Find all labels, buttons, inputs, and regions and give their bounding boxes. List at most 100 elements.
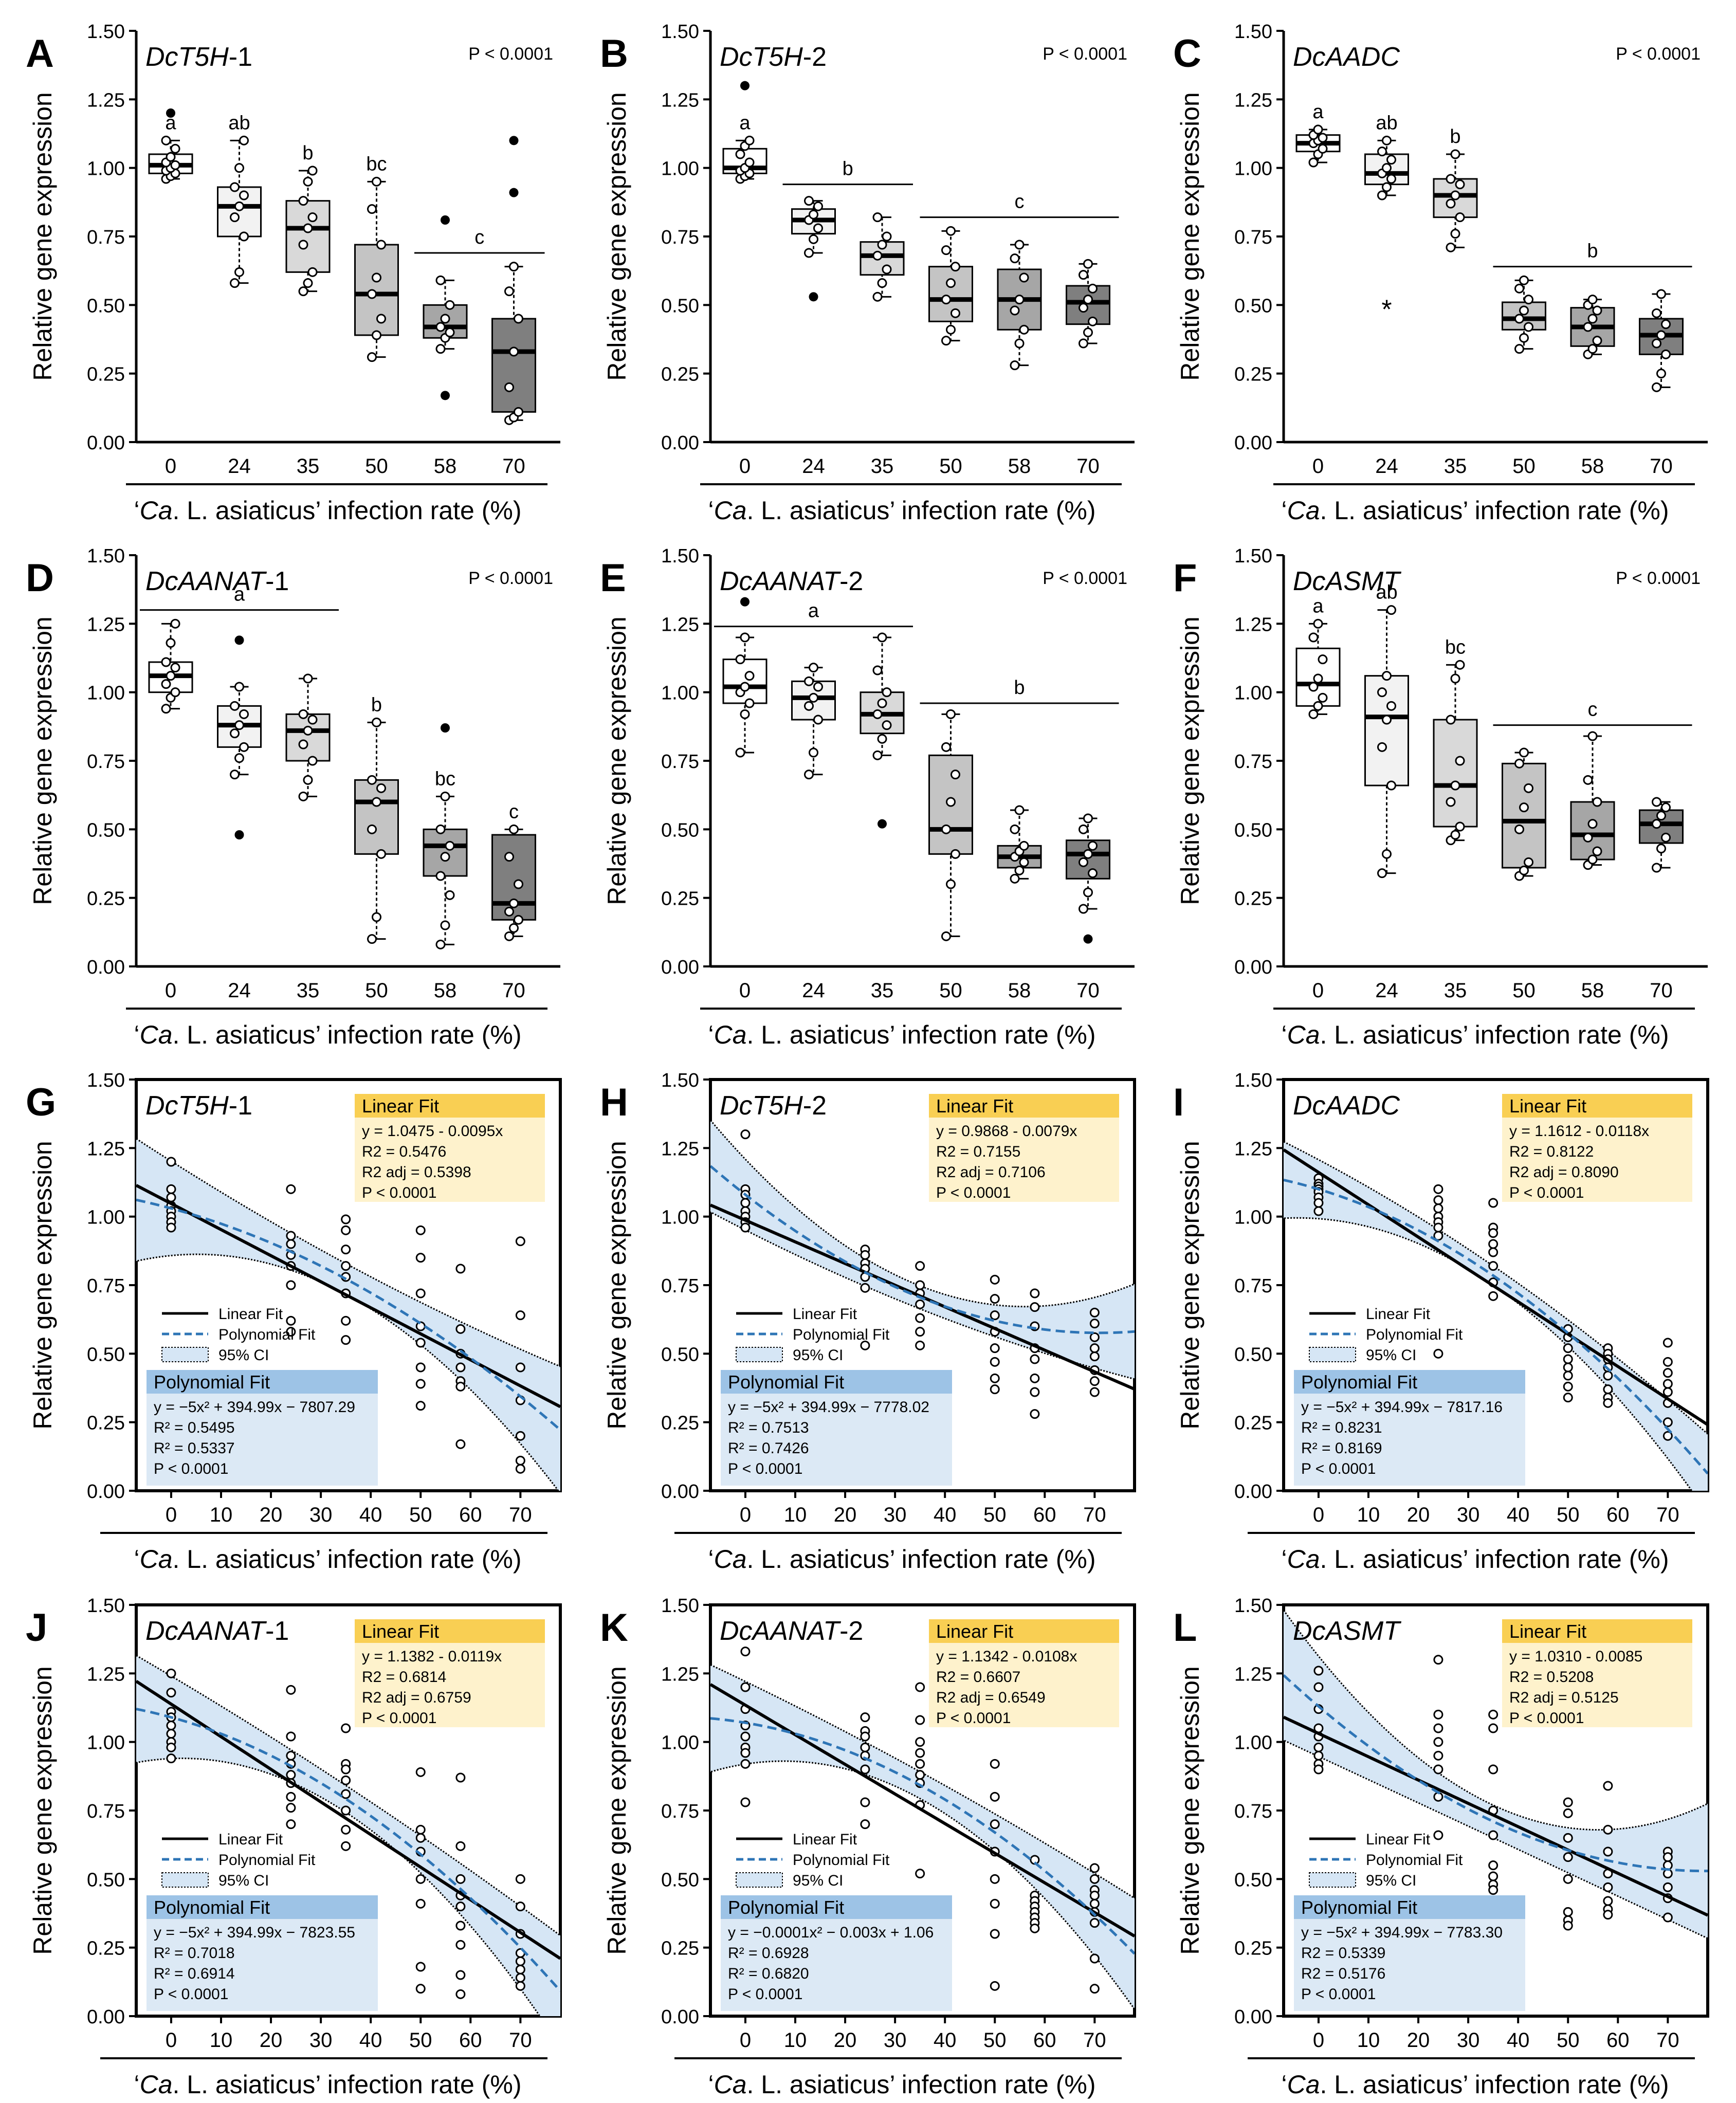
data-point <box>1446 198 1456 209</box>
data-point <box>372 272 381 283</box>
y-tick-label: 0.75 <box>661 227 699 248</box>
data-point <box>286 1231 296 1241</box>
data-point <box>286 1315 296 1326</box>
data-point <box>515 1956 525 1966</box>
y-tick-label: 0.00 <box>87 1481 125 1503</box>
data-point <box>376 314 386 324</box>
data-point <box>951 849 960 859</box>
poly-stats-box: Polynomial Fit y = −5x² + 394.99x − 7778.… <box>721 1370 952 1486</box>
box-58: bc <box>423 723 468 949</box>
data-point <box>372 797 381 807</box>
data-point <box>915 1340 925 1350</box>
box-50 <box>928 226 973 346</box>
poly-stats-box: Polynomial Fit y = −0.0001x² − 0.003x + 1… <box>721 1895 952 2011</box>
ci-band <box>1284 1610 1708 1939</box>
x-tick-label: 0 <box>166 1504 177 1526</box>
data-point <box>1455 756 1465 766</box>
y-tick-label: 1.00 <box>661 158 699 180</box>
data-point <box>744 671 755 681</box>
poly-stat-line: y = −5x² + 394.99x − 7817.16 <box>1301 1399 1503 1416</box>
data-point <box>804 196 814 206</box>
data-point <box>915 1313 925 1323</box>
x-tick-label: 30 <box>309 1504 333 1526</box>
data-point <box>1433 1709 1443 1720</box>
x-tick-label: 0 <box>739 979 751 1002</box>
data-point <box>440 314 450 324</box>
data-point <box>1587 314 1598 324</box>
data-point <box>1377 868 1387 879</box>
data-point <box>1313 1764 1324 1775</box>
data-point <box>946 278 956 288</box>
data-point <box>445 890 455 900</box>
legend-linear-label: Linear Fit <box>793 1831 857 1848</box>
poly-stat-line: R² = 0.7513 <box>728 1419 809 1436</box>
box-24 <box>217 635 262 839</box>
data-point <box>1030 1923 1040 1933</box>
data-point <box>166 1753 176 1764</box>
data-point <box>170 160 180 170</box>
plot-area <box>1284 1610 1708 1940</box>
x-tick-label: 24 <box>1375 979 1398 1002</box>
data-point <box>1488 1261 1499 1271</box>
ci-upper-line <box>1284 1610 1708 1831</box>
poly-box-header <box>147 1895 378 1919</box>
data-point <box>1661 832 1671 843</box>
data-point <box>740 632 750 643</box>
ci-lower-line <box>710 1760 1135 2010</box>
data-point <box>239 742 249 752</box>
data-point <box>744 698 755 708</box>
data-point <box>877 240 887 250</box>
panel-E: E Relative gene expression 0.00 0.25 0.50 0.7… <box>600 545 1135 1049</box>
data-point <box>946 879 956 889</box>
data-point <box>303 725 313 736</box>
data-point <box>455 1324 466 1334</box>
data-point <box>990 1357 1000 1367</box>
y-tick-label: 0.00 <box>661 1481 699 1503</box>
data-point <box>1089 1863 1100 1873</box>
y-tick-label: 1.50 <box>661 1595 699 1617</box>
data-point <box>1652 308 1661 318</box>
gene-title: DcAANAT-1 <box>145 566 289 596</box>
x-axis-label: ‘Ca. L. asiaticus’ infection rate (%) <box>134 1020 521 1049</box>
x-tick-label: 10 <box>210 2029 233 2052</box>
data-point <box>307 267 318 277</box>
data-point <box>1313 1750 1324 1761</box>
poly-stat-line: R² = 0.6914 <box>154 1965 235 1982</box>
data-point <box>230 212 240 223</box>
y-tick-label: 0.00 <box>1234 432 1272 454</box>
outlier-point <box>509 136 519 145</box>
data-point <box>166 1192 176 1202</box>
data-point <box>915 1682 925 1692</box>
panel-letter: D <box>26 556 54 600</box>
data-point <box>440 920 450 930</box>
outlier-point <box>441 215 450 225</box>
significance-letter: bc <box>435 768 455 790</box>
data-point <box>504 852 514 862</box>
data-point <box>298 791 308 801</box>
data-point <box>341 1315 351 1326</box>
data-point <box>1089 1332 1100 1342</box>
data-point <box>440 852 450 862</box>
data-point <box>915 1280 925 1290</box>
data-point <box>435 871 446 881</box>
box-iqr <box>354 779 399 855</box>
data-point <box>415 1833 426 1843</box>
ci-band <box>136 1655 560 2016</box>
data-point <box>1433 1222 1443 1233</box>
plot-frame <box>135 1603 562 2018</box>
data-point <box>1446 797 1456 807</box>
x-tick-label: 70 <box>1650 979 1673 1002</box>
data-point <box>1433 1764 1443 1775</box>
x-tick-label: 35 <box>1444 455 1467 478</box>
y-tick-label: 1.00 <box>1234 1207 1272 1229</box>
data-point <box>1030 1354 1040 1364</box>
legend: Linear Fit Polynomial Fit 95% CI <box>161 1306 316 1364</box>
data-point <box>1450 149 1460 159</box>
significance-letter: c <box>509 801 519 822</box>
legend-poly-label: Polynomial Fit <box>218 1326 316 1343</box>
p-value: P < 0.0001 <box>468 44 553 64</box>
linear-stat-line: y = 0.9868 - 0.0079x <box>936 1123 1077 1140</box>
data-point <box>1563 1343 1573 1354</box>
polynomial-fit-line <box>710 1165 1135 1334</box>
data-point <box>860 1764 870 1775</box>
